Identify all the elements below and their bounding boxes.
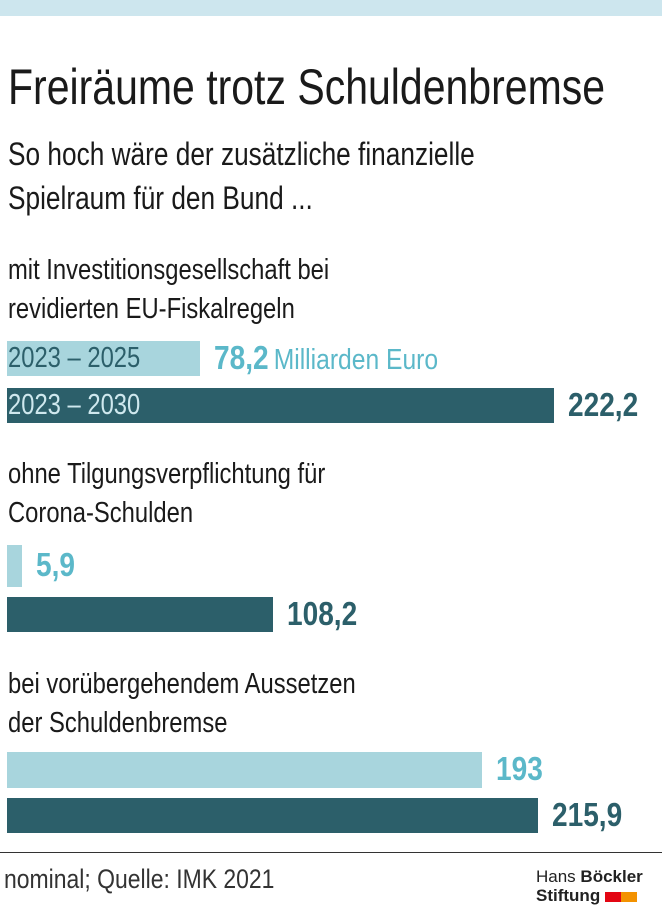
chart-title: Freiräume trotz Schuldenbremse: [8, 59, 606, 115]
subtitle-line-1: So hoch wäre der zusätzliche finanzielle: [8, 136, 475, 172]
data-label-value: 78,2: [213, 338, 269, 376]
series-label-2023-2030: 2023 – 2030: [8, 389, 141, 421]
data-label: 108,2: [287, 595, 357, 633]
logo-text-boeckler: Böckler: [580, 867, 643, 886]
logo-text-hans: Hans: [536, 867, 576, 886]
top-band: [0, 0, 662, 16]
hans-boeckler-logo: Hans Böckler Stiftung: [536, 867, 643, 905]
category-label: revidierten EU-Fiskalregeln: [8, 293, 295, 325]
category-label: der Schuldenbremse: [8, 707, 228, 739]
footer-divider: [0, 852, 662, 853]
data-label: 215,9: [552, 796, 622, 834]
data-label: 5,9: [36, 546, 75, 584]
category-label: bei vorübergehendem Aussetzen: [8, 668, 356, 700]
data-label: 222,2: [568, 386, 638, 424]
subtitle-line-2: Spielraum für den Bund ...: [8, 180, 313, 216]
logo-red-square: [604, 891, 621, 902]
series-label-2023-2025: 2023 – 2025: [8, 342, 141, 374]
data-label-value: 222,2: [568, 385, 639, 423]
bar-2023-2030: [7, 798, 539, 833]
data-label-value: 215,9: [552, 795, 623, 833]
category-label: ohne Tilgungsverpflichtung für: [8, 458, 326, 490]
logo-text-stiftung: Stiftung: [536, 886, 601, 905]
bar-2023-2030: [7, 388, 554, 423]
data-label: 78,2 Milliarden Euro: [214, 339, 438, 377]
data-label-value: 193: [496, 750, 543, 787]
category-label: Corona-Schulden: [8, 497, 194, 529]
bar-2023-2025: [7, 545, 22, 587]
data-label: 193: [496, 750, 543, 788]
category-label: mit Investitionsgesellschaft bei: [8, 254, 330, 286]
source-note: nominal; Quelle: IMK 2021: [4, 864, 275, 894]
data-label-value: 108,2: [287, 594, 358, 632]
bar-2023-2025: [7, 341, 200, 376]
bar-2023-2025: [7, 752, 483, 788]
bar-2023-2030: [7, 597, 274, 632]
logo-orange-square: [620, 891, 637, 902]
unit-label: Milliarden Euro: [273, 343, 438, 376]
data-label-value: 5,9: [35, 546, 75, 583]
